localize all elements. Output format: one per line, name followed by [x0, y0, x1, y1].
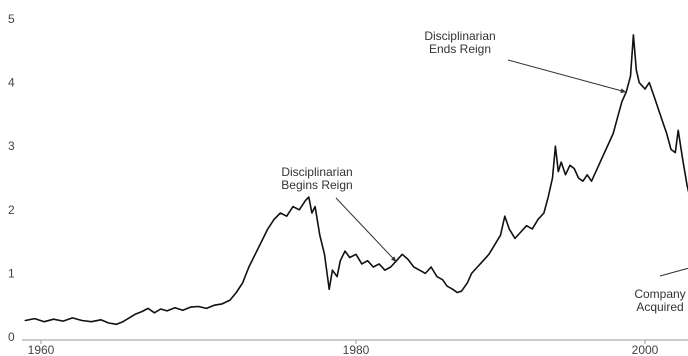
- y-tick-label: 3: [8, 139, 15, 153]
- annotation-label: Company: [634, 287, 685, 301]
- axis-layer: 0 1 2 3 4 5 1960 1980 2000: [8, 12, 688, 356]
- annotation-arrowhead: [620, 88, 627, 93]
- x-tick-label: 1960: [28, 343, 55, 356]
- series-layer: [24, 34, 688, 326]
- x-tick-label: 2000: [632, 343, 659, 356]
- y-tick-label: 1: [8, 266, 15, 280]
- annotation-label: Ends Reign: [429, 42, 491, 56]
- annotation-label: Begins Reign: [281, 178, 352, 192]
- annotation-arrow-line: [335, 197, 397, 263]
- annotation-label: Acquired: [636, 300, 683, 314]
- y-tick-label: 2: [8, 203, 15, 217]
- annotation-label: Disciplinarian: [424, 29, 495, 43]
- y-tick-label: 0: [8, 330, 15, 344]
- series-line: [24, 34, 688, 326]
- annotation-arrowhead: [390, 256, 397, 262]
- x-tick-label: 1980: [343, 343, 370, 356]
- y-tick-label: 4: [8, 76, 15, 90]
- y-tick-label: 5: [8, 12, 15, 26]
- annotation-label: Disciplinarian: [281, 165, 352, 179]
- annotation-arrow-line: [659, 267, 688, 277]
- annotation-arrow-line: [507, 59, 627, 93]
